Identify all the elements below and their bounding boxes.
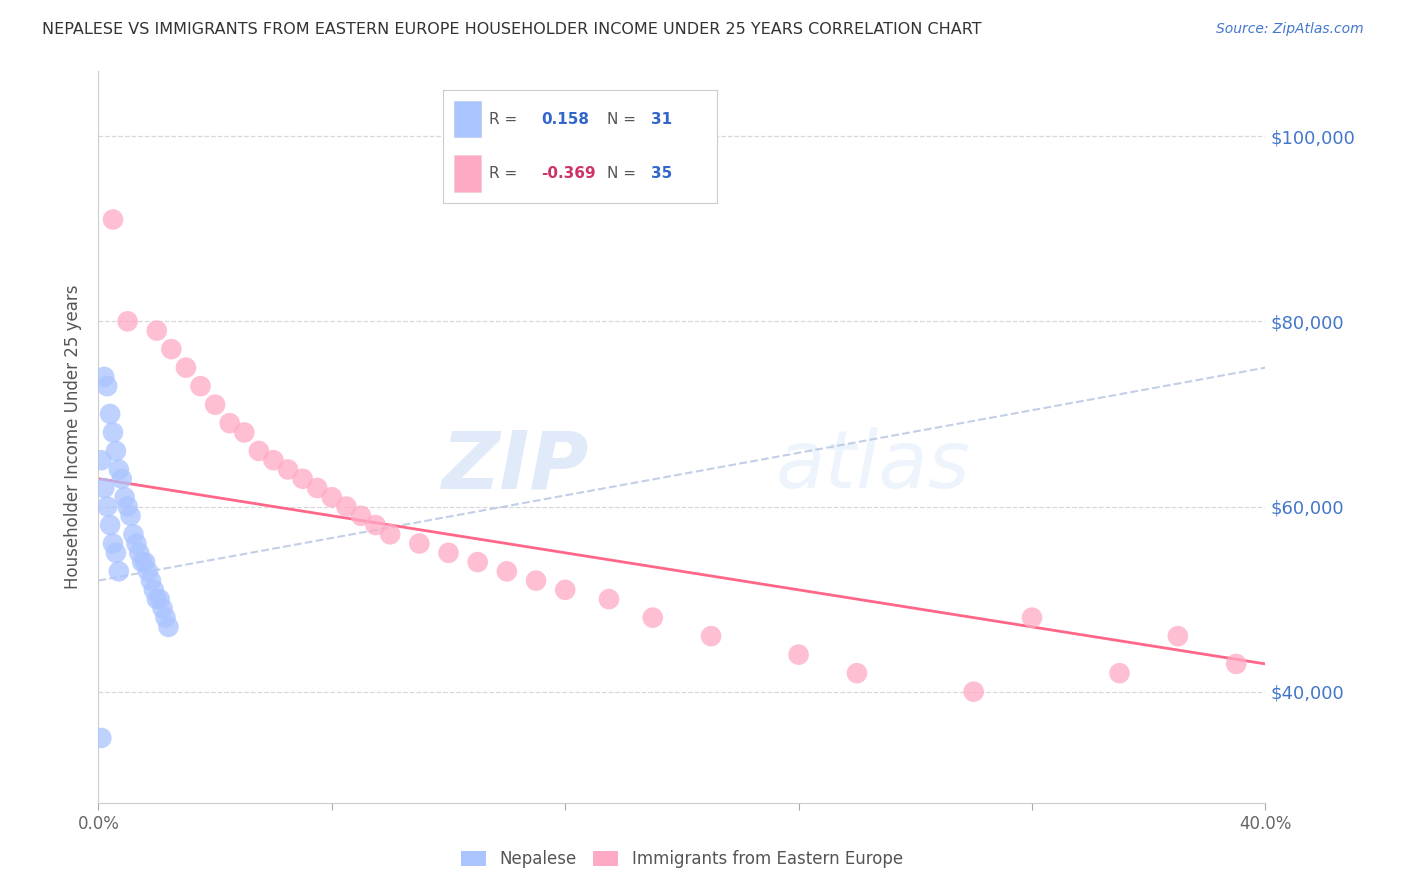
Point (142, 582, 165, 597)
Point (524, 574, 547, 588)
Point (114, 490, 136, 504)
Point (233, 425, 256, 440)
Point (90, 731, 112, 745)
Point (380, 527, 402, 541)
Point (496, 565, 519, 579)
Text: ZIP: ZIP (441, 427, 589, 506)
Point (846, 666, 869, 681)
Point (190, 379, 212, 393)
Point (117, 500, 139, 514)
Point (1225, 657, 1247, 671)
Y-axis label: Householder Income Under 25 years: Householder Income Under 25 years (65, 285, 83, 590)
Point (96, 500, 118, 514)
Point (104, 444, 127, 458)
Point (1108, 666, 1130, 681)
Point (962, 684, 984, 698)
Point (120, 508, 142, 523)
Point (136, 565, 159, 579)
Point (174, 360, 197, 375)
Point (108, 565, 131, 579)
Point (96, 379, 118, 393)
Point (155, 610, 177, 624)
Text: atlas: atlas (775, 427, 970, 506)
Point (90, 453, 112, 467)
Point (108, 462, 131, 476)
Point (218, 416, 240, 430)
Point (146, 592, 169, 607)
Point (467, 555, 489, 569)
Point (291, 472, 314, 486)
Point (307, 481, 329, 495)
Legend: Nepalese, Immigrants from Eastern Europe: Nepalese, Immigrants from Eastern Europe (454, 844, 910, 875)
Point (1167, 629, 1189, 643)
Point (125, 536, 148, 550)
Point (277, 462, 299, 476)
Point (408, 536, 430, 550)
Point (262, 453, 284, 467)
Point (554, 582, 576, 597)
Point (98, 518, 121, 533)
Point (700, 629, 723, 643)
Point (787, 648, 810, 662)
Point (335, 500, 357, 514)
Point (104, 546, 127, 560)
Point (149, 592, 172, 607)
Point (117, 314, 139, 328)
Point (101, 212, 124, 227)
Point (350, 508, 373, 523)
Text: NEPALESE VS IMMIGRANTS FROM EASTERN EUROPE HOUSEHOLDER INCOME UNDER 25 YEARS COR: NEPALESE VS IMMIGRANTS FROM EASTERN EURO… (42, 22, 981, 37)
Point (93, 370, 115, 384)
Point (204, 398, 226, 412)
Point (437, 546, 460, 560)
Point (152, 601, 174, 615)
Point (101, 425, 124, 440)
Point (157, 620, 180, 634)
Point (101, 536, 124, 550)
Text: Source: ZipAtlas.com: Source: ZipAtlas.com (1216, 22, 1364, 37)
Point (160, 342, 183, 356)
Point (1021, 610, 1043, 624)
Point (139, 574, 162, 588)
Point (93, 481, 115, 495)
Point (131, 555, 153, 569)
Point (134, 555, 156, 569)
Point (321, 490, 343, 504)
Point (146, 324, 169, 338)
Point (128, 546, 150, 560)
Point (641, 610, 664, 624)
Point (598, 592, 620, 607)
Point (364, 518, 387, 533)
Point (247, 444, 270, 458)
Point (111, 472, 134, 486)
Point (98, 407, 121, 421)
Point (122, 527, 145, 541)
